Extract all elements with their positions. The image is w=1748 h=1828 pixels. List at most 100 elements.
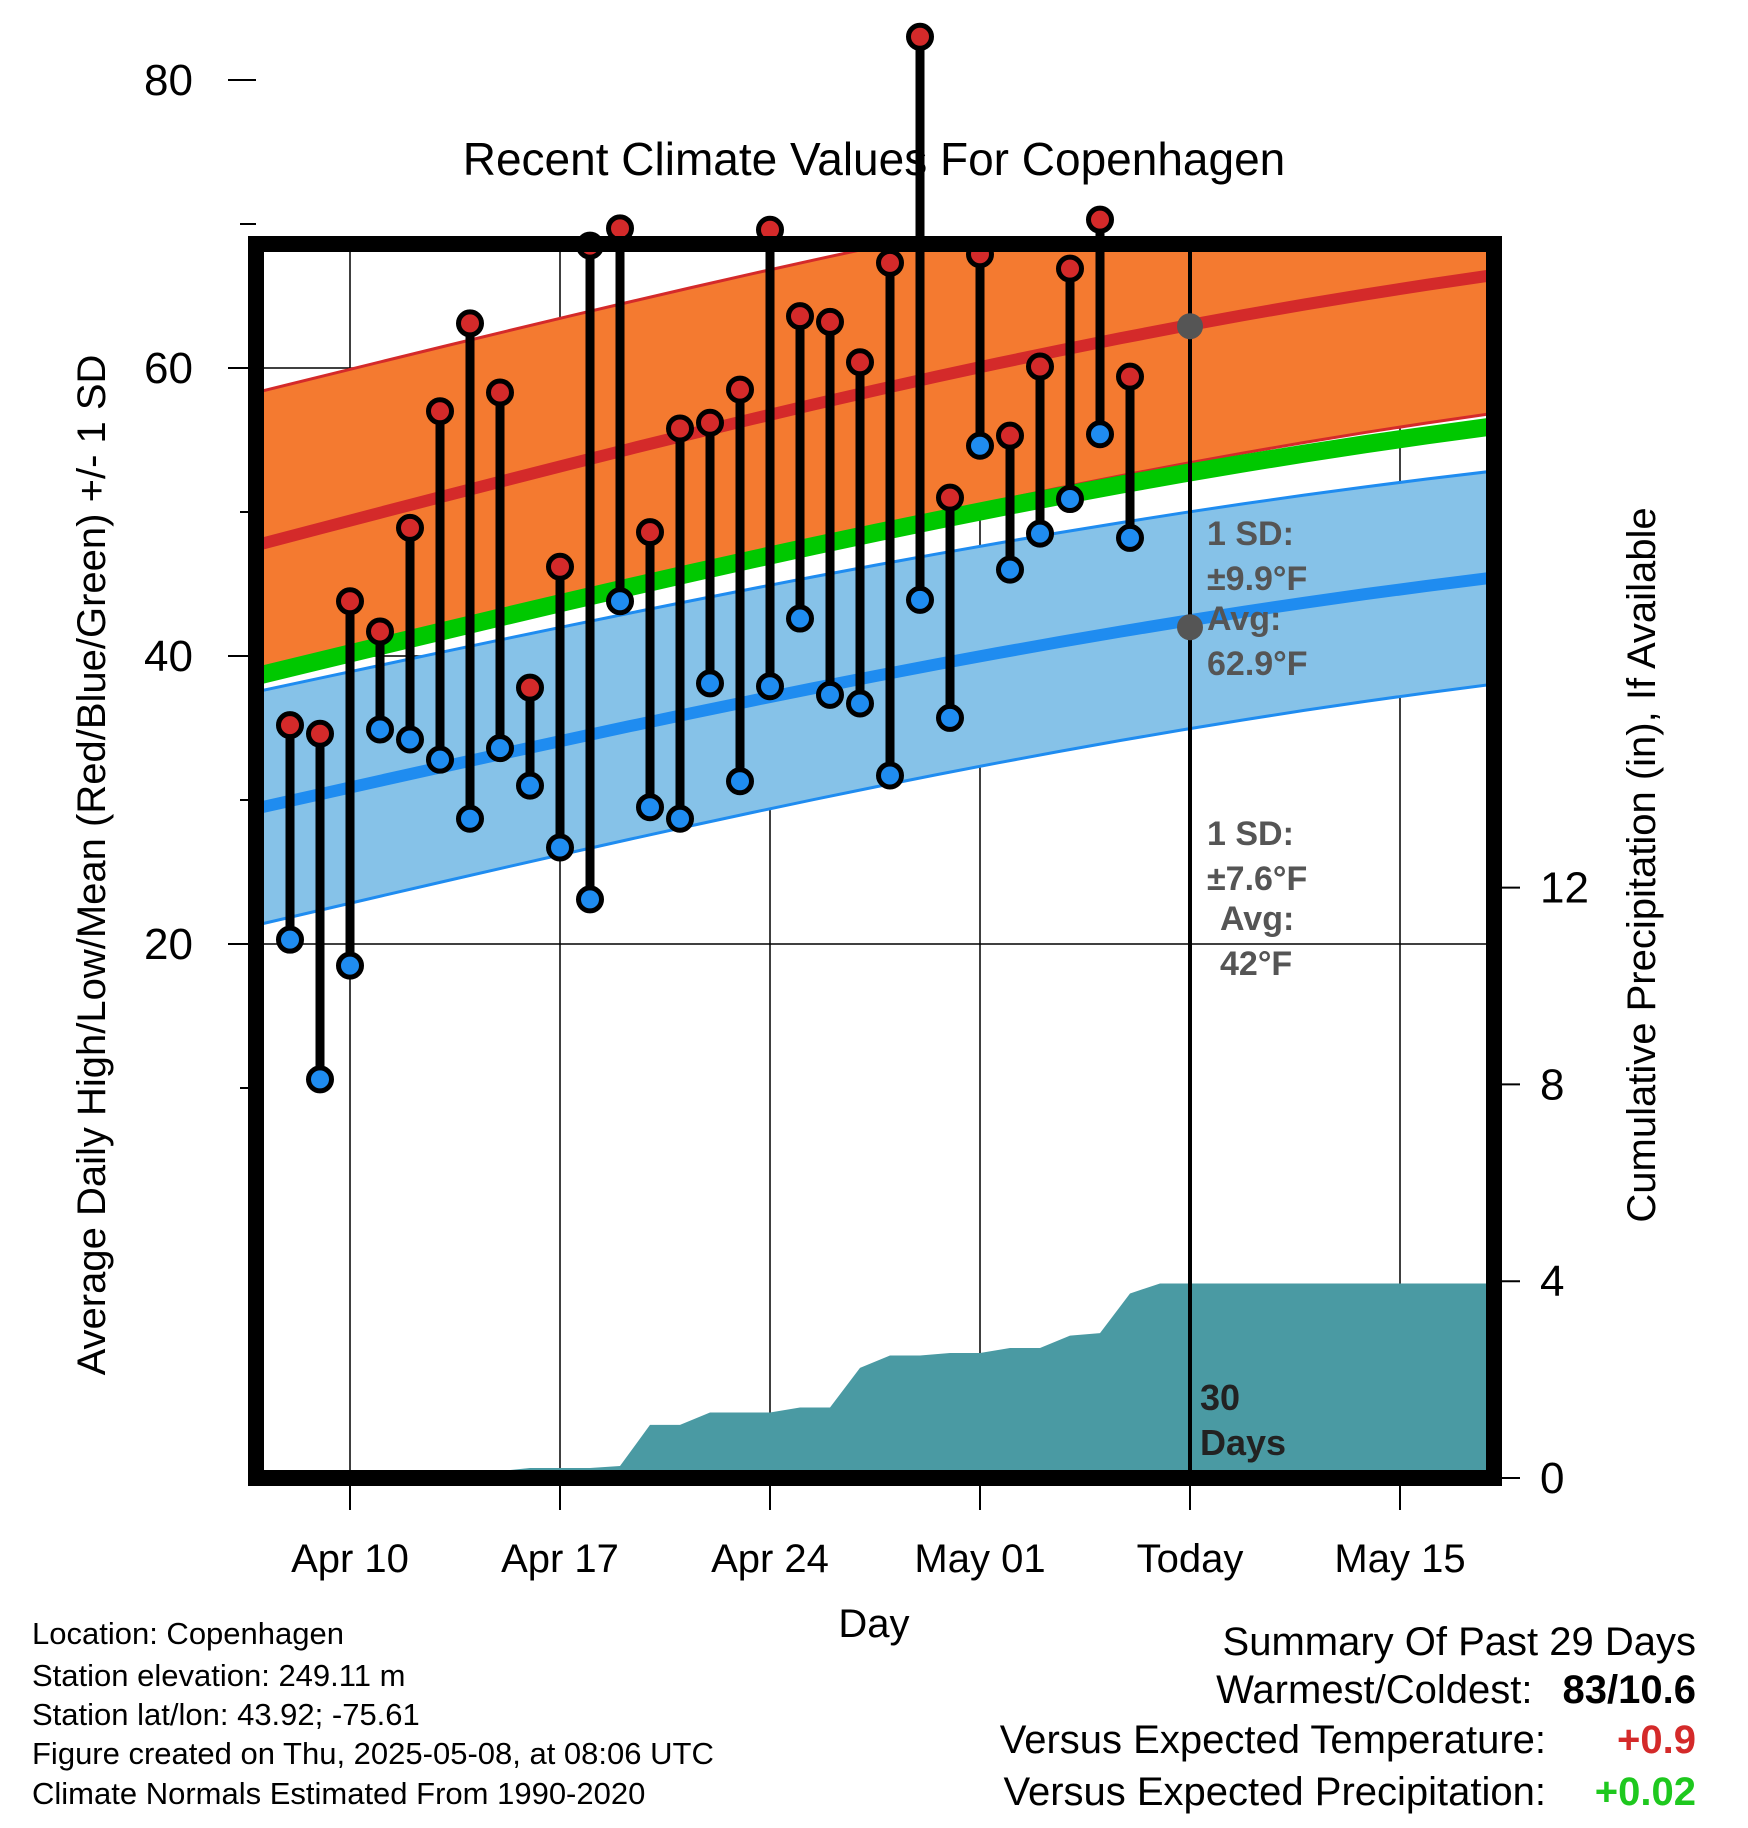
window-label-line2: Days	[1200, 1422, 1286, 1463]
low-sd-value: ±7.6°F	[1207, 860, 1307, 898]
summary-temp-row: Versus Expected Temperature: +0.9	[1000, 1718, 1696, 1768]
daily-low-point	[606, 587, 634, 616]
daily-low-point	[1056, 485, 1084, 514]
today-high-avg-marker	[1177, 313, 1203, 340]
daily-high-point	[1086, 205, 1114, 234]
daily-high-point	[456, 309, 484, 338]
daily-high-point	[696, 408, 724, 437]
daily-high-point	[426, 397, 454, 426]
daily-high-point	[726, 375, 754, 404]
summary-title: Summary Of Past 29 Days	[1222, 1620, 1696, 1664]
summary-precip-label: Versus Expected Precipitation:	[1003, 1770, 1546, 1814]
daily-high-point	[546, 552, 574, 581]
daily-low-point	[486, 734, 514, 763]
y2-tick-label: 8	[1540, 1060, 1564, 1109]
daily-high-point	[906, 22, 934, 51]
y2-tick-label: 4	[1540, 1257, 1564, 1306]
daily-low-point	[546, 833, 574, 862]
daily-high-point	[936, 483, 964, 512]
summary-precip-value: +0.02	[1594, 1770, 1696, 1814]
y2-tick-label: 12	[1540, 864, 1589, 913]
low-avg-label: Avg:	[1220, 900, 1294, 938]
x-tick-label: May 01	[914, 1537, 1045, 1581]
x-tick-label: Today	[1137, 1537, 1244, 1581]
daily-low-point	[666, 804, 694, 833]
chart-title: Recent Climate Values For Copenhagen	[463, 133, 1286, 185]
daily-low-point	[576, 885, 604, 914]
daily-high-point	[396, 513, 424, 542]
x-tick-label: May 15	[1334, 1537, 1465, 1581]
daily-low-point	[906, 585, 934, 614]
daily-low-point	[276, 925, 304, 954]
daily-low-point	[876, 761, 904, 790]
x-tick-label: Apr 17	[501, 1537, 619, 1581]
daily-low-point	[1116, 523, 1144, 552]
footer-created: Figure created on Thu, 2025-05-08, at 08…	[32, 1736, 714, 1771]
daily-low-point	[696, 669, 724, 698]
high-sd-label: 1 SD:	[1207, 515, 1294, 553]
precipitation-area	[290, 1283, 1488, 1472]
summary-warmest-label: Warmest/Coldest:	[1216, 1668, 1533, 1712]
y-tick-label: 20	[144, 920, 193, 969]
high-avg-value: 62.9°F	[1207, 645, 1308, 683]
high-avg-label: Avg:	[1207, 600, 1281, 638]
daily-low-point	[516, 771, 544, 800]
footer-elevation: Station elevation: 249.11 m	[32, 1658, 406, 1693]
low-avg-value: 42°F	[1220, 945, 1292, 983]
daily-low-point	[366, 715, 394, 744]
daily-high-point	[1056, 254, 1084, 283]
daily-high-point	[666, 414, 694, 443]
daily-low-point	[456, 804, 484, 833]
y-tick-label: 80	[144, 56, 193, 105]
daily-low-point	[426, 745, 454, 774]
daily-low-point	[756, 672, 784, 701]
daily-low-point	[936, 703, 964, 732]
daily-high-point	[516, 673, 544, 702]
daily-high-point	[276, 711, 304, 740]
y2-axis-label: Cumulative Precipitation (in), If Availa…	[1620, 507, 1664, 1222]
x-tick-label: Apr 10	[291, 1537, 409, 1581]
daily-high-point	[336, 587, 364, 616]
daily-low-point	[786, 604, 814, 633]
today-low-avg-marker	[1177, 614, 1203, 641]
daily-low-point	[846, 689, 874, 718]
daily-high-point	[1026, 352, 1054, 381]
daily-low-point	[1086, 420, 1114, 449]
daily-high-point	[486, 378, 514, 407]
summary-temp-label: Versus Expected Temperature:	[999, 1718, 1546, 1762]
footer-location: Location: Copenhagen	[32, 1616, 344, 1651]
plot-frame	[248, 236, 1502, 1486]
daily-low-point	[396, 725, 424, 754]
daily-high-point	[876, 248, 904, 277]
normal-low-band	[262, 470, 1488, 926]
daily-low-point	[996, 555, 1024, 584]
y2-tick-label: 0	[1540, 1454, 1564, 1503]
high-sd-value: ±9.9°F	[1207, 560, 1307, 598]
daily-low-point	[966, 431, 994, 460]
x-axis-label: Day	[838, 1602, 909, 1646]
daily-high-point	[786, 302, 814, 331]
daily-low-point	[306, 1065, 334, 1094]
y-axis-label: Average Daily High/Low/Mean (Red/Blue/Gr…	[70, 355, 114, 1376]
summary-warmest-row: Warmest/Coldest: 83/10.6	[1216, 1668, 1696, 1718]
daily-low-point	[636, 793, 664, 822]
daily-high-point	[366, 617, 394, 646]
low-sd-label: 1 SD:	[1207, 815, 1294, 853]
daily-high-point	[636, 518, 664, 547]
y-tick-label: 60	[144, 344, 193, 393]
daily-low-point	[726, 767, 754, 796]
summary-temp-value: +0.9	[1617, 1718, 1696, 1762]
summary-precip-row: Versus Expected Precipitation: +0.02	[1003, 1770, 1696, 1820]
daily-high-point	[1116, 362, 1144, 391]
daily-high-point	[306, 719, 334, 748]
daily-low-point	[1026, 519, 1054, 548]
footer-normals: Climate Normals Estimated From 1990-2020	[32, 1776, 646, 1811]
daily-high-point	[996, 421, 1024, 450]
window-label-line1: 30	[1200, 1377, 1240, 1418]
daily-high-point	[846, 348, 874, 377]
daily-low-point	[816, 680, 844, 709]
summary-warmest-value: 83/10.6	[1562, 1668, 1696, 1712]
daily-high-point	[816, 307, 844, 336]
y-tick-label: 40	[144, 632, 193, 681]
